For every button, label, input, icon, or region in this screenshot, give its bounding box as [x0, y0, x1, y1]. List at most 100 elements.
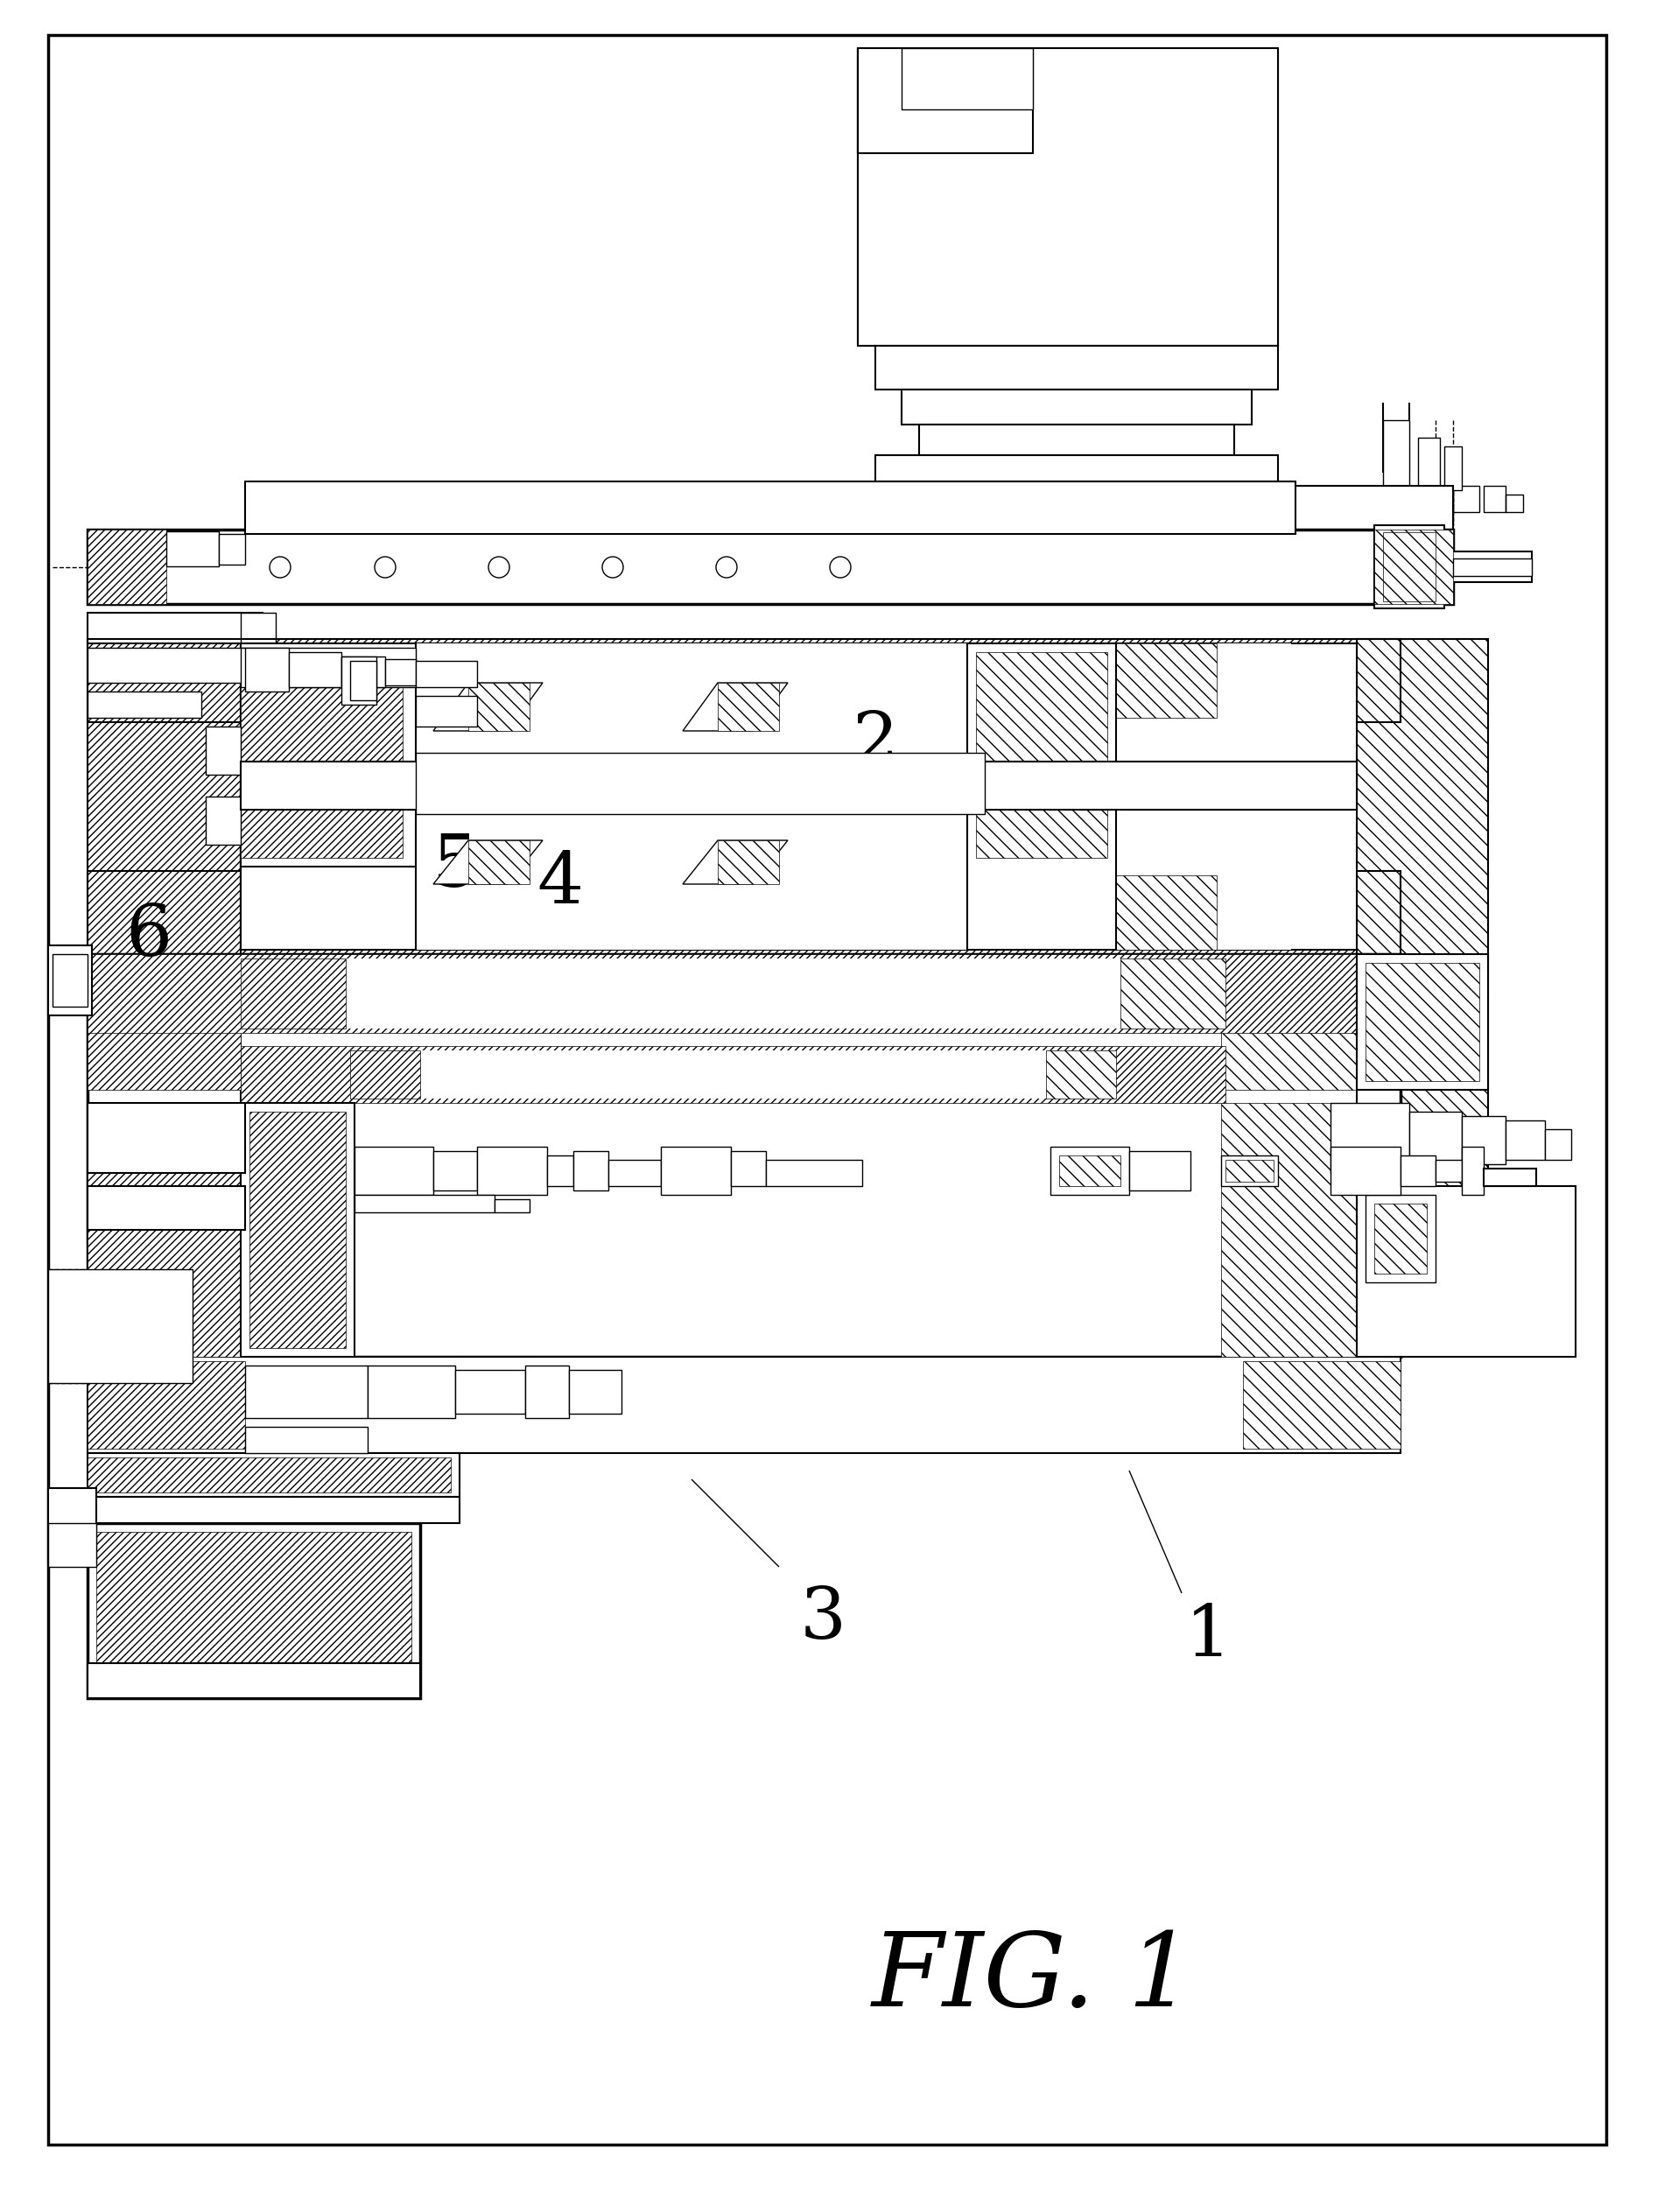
- Bar: [1104, 876, 1216, 949]
- Bar: [88, 953, 1400, 1033]
- Text: 3: 3: [800, 1584, 847, 1655]
- Bar: [56, 1347, 118, 1374]
- Bar: [1384, 420, 1410, 491]
- Bar: [1365, 1194, 1435, 1283]
- Bar: [240, 761, 1357, 810]
- Bar: [766, 1159, 862, 1186]
- Bar: [88, 998, 240, 1243]
- Bar: [968, 644, 1117, 949]
- Polygon shape: [432, 841, 543, 885]
- Bar: [1051, 1146, 1128, 1194]
- Bar: [240, 644, 1291, 717]
- Bar: [1357, 998, 1488, 1243]
- Bar: [547, 1155, 573, 1186]
- Bar: [88, 613, 262, 644]
- Bar: [901, 389, 1251, 425]
- Bar: [88, 639, 240, 998]
- Bar: [166, 531, 219, 566]
- Bar: [288, 653, 341, 688]
- Bar: [1046, 1051, 1117, 1099]
- Bar: [456, 1369, 525, 1413]
- Bar: [88, 1186, 245, 1230]
- Bar: [1374, 1203, 1427, 1274]
- Bar: [350, 661, 376, 701]
- Bar: [240, 644, 1357, 949]
- Bar: [96, 1533, 411, 1690]
- Bar: [88, 872, 1400, 953]
- Bar: [88, 639, 1400, 721]
- Bar: [1418, 438, 1440, 491]
- Bar: [240, 613, 275, 644]
- Bar: [717, 684, 779, 730]
- Bar: [1506, 495, 1523, 511]
- Bar: [525, 1365, 568, 1418]
- Bar: [88, 1458, 451, 1493]
- Text: 2: 2: [852, 710, 898, 779]
- Bar: [88, 639, 240, 998]
- Text: 4: 4: [537, 849, 583, 920]
- Text: 5: 5: [432, 832, 479, 902]
- Bar: [245, 487, 1453, 529]
- Bar: [88, 529, 1453, 604]
- Bar: [661, 1146, 731, 1194]
- Text: FIG. 1: FIG. 1: [872, 1929, 1195, 2028]
- Bar: [240, 644, 355, 717]
- Bar: [219, 533, 245, 564]
- Bar: [245, 648, 288, 692]
- Bar: [368, 1365, 456, 1418]
- Bar: [1461, 1117, 1506, 1164]
- Bar: [901, 49, 1032, 108]
- Bar: [56, 1318, 101, 1338]
- Bar: [240, 958, 346, 1029]
- Bar: [245, 1427, 368, 1453]
- Bar: [731, 1150, 766, 1186]
- Bar: [1243, 1360, 1400, 1449]
- Bar: [608, 1159, 661, 1186]
- Bar: [1435, 491, 1453, 524]
- Bar: [240, 648, 416, 688]
- Bar: [240, 1046, 1226, 1104]
- Bar: [258, 726, 280, 743]
- Bar: [1357, 998, 1488, 1243]
- Bar: [416, 752, 984, 814]
- Bar: [88, 1663, 421, 1699]
- Bar: [88, 1498, 459, 1524]
- Bar: [88, 1356, 1400, 1453]
- Bar: [88, 1524, 421, 1699]
- Bar: [56, 1279, 109, 1305]
- Bar: [920, 425, 1234, 456]
- Bar: [1544, 1128, 1571, 1159]
- Bar: [1445, 447, 1461, 491]
- Bar: [250, 701, 275, 717]
- Bar: [88, 1360, 245, 1449]
- Bar: [341, 657, 376, 706]
- Bar: [1357, 953, 1488, 1091]
- Bar: [48, 1270, 192, 1382]
- Bar: [858, 49, 1278, 345]
- Bar: [88, 953, 240, 1091]
- Bar: [245, 741, 280, 763]
- Bar: [245, 1365, 368, 1418]
- Bar: [1400, 1155, 1435, 1186]
- Bar: [469, 841, 530, 885]
- Bar: [1453, 487, 1480, 511]
- Bar: [1221, 953, 1400, 1091]
- Bar: [355, 1146, 432, 1194]
- Bar: [1221, 1155, 1278, 1186]
- Bar: [1357, 1186, 1576, 1356]
- Bar: [1384, 533, 1435, 602]
- Bar: [1365, 962, 1480, 1082]
- Bar: [1059, 1155, 1120, 1186]
- Bar: [240, 796, 403, 858]
- Bar: [250, 1113, 346, 1347]
- Bar: [240, 644, 416, 949]
- Bar: [88, 529, 166, 604]
- Bar: [875, 272, 963, 314]
- Bar: [384, 659, 416, 686]
- Bar: [48, 1524, 96, 1566]
- Bar: [875, 345, 1278, 389]
- Bar: [568, 1369, 621, 1413]
- Bar: [240, 653, 403, 787]
- Bar: [88, 1453, 459, 1498]
- Bar: [1461, 1146, 1483, 1194]
